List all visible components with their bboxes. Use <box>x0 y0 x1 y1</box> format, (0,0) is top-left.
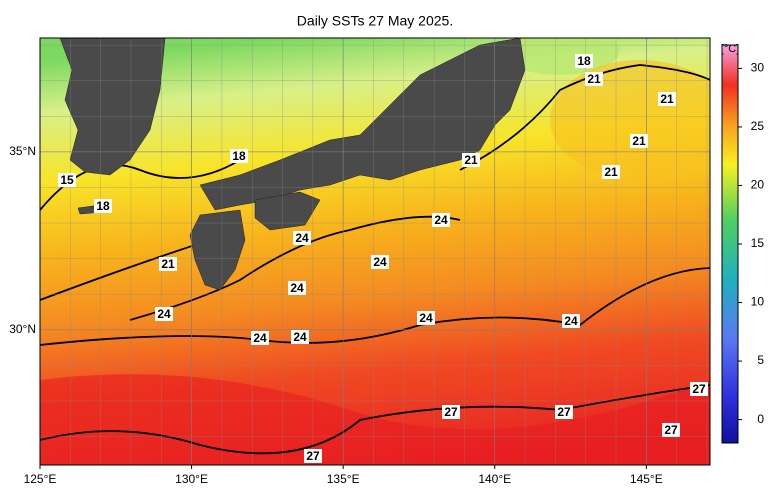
colorbar-label: 5 <box>757 353 764 367</box>
contour-label-bg <box>251 331 269 345</box>
contour-label: 24 <box>290 281 304 295</box>
contour-label: 27 <box>444 405 458 419</box>
contour-label-bg <box>94 199 112 213</box>
contour-label-bg <box>159 257 177 271</box>
contour-label-bg <box>304 449 322 463</box>
contour-label: 27 <box>306 449 320 463</box>
contour-label-bg <box>417 311 435 325</box>
colorbar-label: 10 <box>751 295 765 309</box>
contour-label-bg <box>432 213 450 227</box>
map-area <box>40 38 710 465</box>
contour-label-bg <box>555 405 573 419</box>
contour-label: 21 <box>587 72 601 86</box>
contour-label: 27 <box>557 405 571 419</box>
colorbar <box>721 44 739 444</box>
contour-label: 21 <box>604 165 618 179</box>
colorbar-label: 30 <box>751 61 765 75</box>
colorbar-label: 0 <box>757 412 764 426</box>
x-tick-label: 145°E <box>630 472 663 486</box>
contour-label-bg <box>662 423 680 437</box>
contour-label-bg <box>155 307 173 321</box>
contour-label: 21 <box>161 257 175 271</box>
contour-label-bg <box>293 231 311 245</box>
contour-label: 21 <box>464 153 478 167</box>
x-tick-label: 130°E <box>175 472 208 486</box>
x-tick-label: 140°E <box>478 472 511 486</box>
contour-label: 18 <box>577 54 591 68</box>
contour-label: 24 <box>157 307 171 321</box>
colorbar-label: 20 <box>751 178 765 192</box>
x-tick-label: 125°E <box>24 472 57 486</box>
contour-label-bg <box>575 54 593 68</box>
contour-label-bg <box>230 149 248 163</box>
contour-label-bg <box>288 281 306 295</box>
y-tick-label: 30°N <box>9 322 36 336</box>
contour-label: 21 <box>660 92 674 106</box>
contour-label: 21 <box>632 134 646 148</box>
contour-label: 27 <box>692 382 706 396</box>
contour-label-bg <box>630 134 648 148</box>
contour-label-bg <box>371 255 389 269</box>
contour-label: 15 <box>60 173 74 187</box>
contour-label: 18 <box>96 199 110 213</box>
warm-water <box>550 60 710 180</box>
contour-label: 24 <box>373 255 387 269</box>
colorbar-label: 15 <box>751 236 765 250</box>
colorbar-label: 25 <box>751 119 765 133</box>
contour-label-bg <box>291 330 309 344</box>
contour-label: 24 <box>564 314 578 328</box>
contour-label: 18 <box>232 149 246 163</box>
contour-label-bg <box>690 382 708 396</box>
contour-label-bg <box>602 165 620 179</box>
contour-label: 24 <box>295 231 309 245</box>
contour-label-bg <box>658 92 676 106</box>
warm-water <box>40 374 710 465</box>
contour-label: 24 <box>293 330 307 344</box>
map-frame <box>39 37 711 466</box>
contour-label-bg <box>442 405 460 419</box>
contour-label: 27 <box>664 423 678 437</box>
y-tick-label: 35°N <box>9 144 36 158</box>
contour-label-bg <box>58 173 76 187</box>
contour-label-bg <box>562 314 580 328</box>
contour-label-bg <box>462 153 480 167</box>
contour-label-bg <box>585 72 603 86</box>
colorbar-unit: [°C] <box>721 43 739 55</box>
map-title: Daily SSTs 27 May 2025. <box>297 13 453 29</box>
x-tick-label: 135°E <box>327 472 360 486</box>
contour-label: 24 <box>419 311 433 325</box>
contour-label: 24 <box>253 331 267 345</box>
contour-label: 24 <box>434 213 448 227</box>
